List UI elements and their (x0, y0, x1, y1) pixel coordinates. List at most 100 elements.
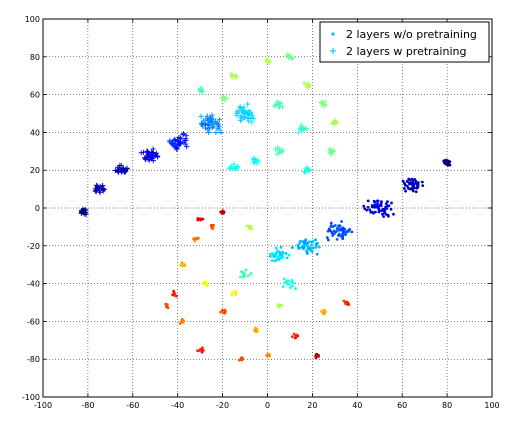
scatter-point-plus (205, 117, 212, 123)
x-tick-label: -100 (34, 401, 52, 410)
scatter-point-plus (330, 148, 337, 154)
scatter-point-dot (180, 261, 184, 265)
scatter-point-plus (210, 123, 216, 129)
scatter-point-plus (280, 104, 286, 110)
scatter-point-plus (154, 154, 161, 160)
scatter-point-dot (197, 349, 201, 353)
scatter-point-plus (252, 159, 258, 166)
scatter-point-plus (147, 157, 153, 163)
scatter-point-dot (288, 283, 292, 287)
series-2 (78, 51, 340, 217)
scatter-point-dot (310, 243, 313, 247)
scatter-point-dot (297, 245, 300, 249)
y-tick-label: 60 (30, 91, 40, 100)
scatter-point-plus (209, 112, 215, 118)
scatter-point-plus (150, 149, 156, 156)
scatter-point-plus (274, 151, 280, 157)
scatter-point-dot (402, 187, 406, 190)
scatter-point-dot (368, 208, 372, 212)
scatter-point-dot (238, 275, 242, 279)
scatter-point-dot (344, 301, 348, 305)
scatter-point-plus (153, 150, 159, 156)
scatter-point-dot (386, 204, 389, 208)
y-tick-label: 0 (35, 204, 40, 213)
scatter-point-plus (205, 126, 211, 132)
scatter-point-plus (249, 119, 255, 125)
scatter-point-dot (404, 189, 408, 193)
scatter-point-dot (383, 211, 386, 215)
scatter-point-dot (277, 258, 281, 261)
scatter-point-plus (176, 134, 182, 141)
scatter-point-dot (231, 290, 234, 294)
scatter-point-plus (330, 147, 336, 154)
scatter-point-dot (298, 240, 302, 243)
scatter-point-dot (373, 203, 377, 207)
scatter-point-dot (275, 249, 279, 252)
scatter-point-dot (340, 228, 343, 232)
scatter-point-dot (240, 358, 244, 362)
scatter-point-plus (319, 100, 325, 107)
scatter-point-dot (362, 204, 366, 208)
y-tick-label: -80 (27, 355, 40, 364)
scatter-point-dot (332, 229, 336, 233)
legend-entry-label: 2 layers w pretraining (346, 45, 466, 58)
scatter-point-dot (416, 181, 420, 184)
scatter-point-dot (290, 279, 294, 282)
scatter-point-plus (251, 115, 257, 122)
scatter-point-dot (410, 186, 414, 190)
scatter-point-dot (347, 228, 351, 232)
scatter-point-dot (324, 310, 327, 314)
scatter-point-dot (230, 293, 234, 297)
scatter-point-dot (347, 303, 351, 306)
scatter-point-dot (341, 237, 345, 241)
scatter-point-dot (284, 252, 288, 255)
scatter-point-dot (287, 253, 291, 257)
scatter-point-dot (315, 252, 319, 256)
scatter-point-plus (231, 161, 237, 167)
scatter-point-dot (280, 303, 284, 307)
scatter-point-dot (370, 205, 374, 209)
scatter-point-dot (372, 205, 376, 209)
scatter-point-plus (206, 129, 212, 136)
scatter-point-dot (381, 212, 384, 216)
scatter-point-dot (317, 245, 321, 249)
scatter-point-plus (322, 103, 328, 109)
scatter-point-dot (369, 210, 373, 214)
scatter-point-plus (307, 83, 313, 89)
scatter-point-plus (121, 166, 127, 172)
scatter-point-dot (373, 210, 377, 214)
scatter-point-dot (249, 272, 253, 276)
scatter-point-plus (307, 167, 313, 173)
scatter-point-plus (78, 209, 85, 215)
scatter-point-plus (218, 129, 224, 136)
scatter-point-plus (203, 116, 209, 122)
scatter-point-plus (245, 101, 251, 107)
scatter-point-plus (241, 109, 247, 115)
scatter-point-plus (280, 148, 286, 154)
x-tick-label: 60 (397, 401, 407, 410)
scatter-point-dot (282, 277, 286, 281)
scatter-point-dot (408, 178, 412, 182)
legend-entry-label: 2 layers w/o pretraining (346, 28, 477, 41)
scatter-point-dot (405, 180, 409, 183)
scatter-point-dot (331, 232, 335, 236)
scatter-point-dot (279, 245, 283, 249)
scatter-point-plus (210, 116, 216, 122)
scatter-point-plus (235, 163, 241, 170)
scatter-point-dot (329, 225, 333, 228)
scatter-point-plus (93, 188, 100, 194)
legend-box (319, 21, 490, 63)
scatter-point-plus (298, 122, 304, 128)
scatter-point-dot (165, 304, 169, 308)
scatter-point-plus (171, 137, 177, 143)
scatter-point-plus (273, 101, 279, 108)
scatter-point-dot (240, 270, 243, 274)
scatter-point-dot (373, 200, 377, 204)
scatter-point-plus (242, 114, 248, 120)
legend-marker-plus (330, 48, 336, 54)
scatter-point-plus (183, 133, 189, 139)
scatter-point-plus (327, 149, 333, 155)
scatter-point-plus (92, 185, 99, 191)
scatter-point-dot (196, 218, 200, 222)
scatter-point-dot (363, 207, 367, 211)
